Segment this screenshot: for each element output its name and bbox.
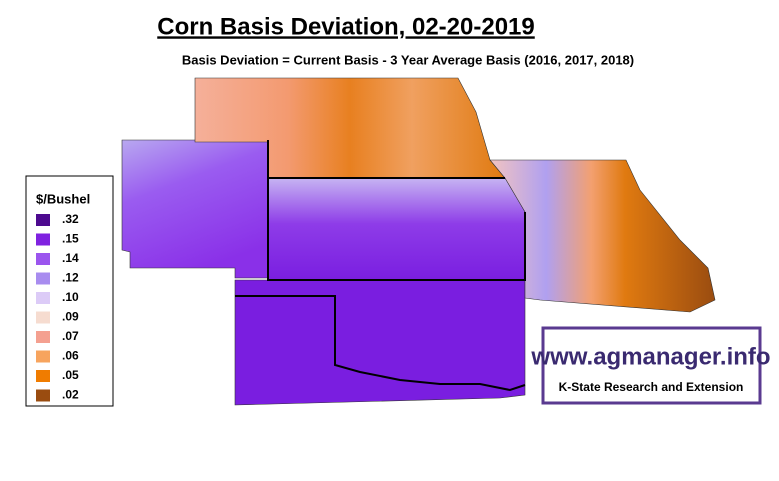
legend-swatch [36, 272, 50, 285]
legend-label: .02 [62, 388, 79, 402]
legend-swatch [36, 311, 50, 324]
region-missouri [489, 159, 716, 313]
logo-box [541, 326, 762, 405]
legend-swatch [36, 370, 50, 382]
logo-org: K-State Research and Extension [559, 380, 744, 394]
legend-label: .06 [62, 349, 79, 363]
legend-swatch [36, 389, 50, 402]
legend-label: .05 [62, 368, 79, 382]
legend-swatch [36, 233, 50, 246]
legend-swatch [36, 292, 50, 304]
state-border [267, 140, 526, 281]
subtitle: Basis Deviation = Current Basis - 3 Year… [182, 52, 634, 67]
legend-swatch [36, 253, 50, 265]
legend-label: .15 [62, 232, 79, 246]
legend-label: .12 [62, 271, 79, 285]
legend-label: .32 [62, 212, 79, 226]
legend-items: .32 .15 .14 .12 .10 .09 .07 .06 .05 .02 [36, 212, 79, 402]
legend-label: .10 [62, 290, 79, 304]
region-kansas [267, 177, 526, 281]
map [121, 77, 716, 406]
state-border [235, 295, 526, 392]
legend-swatch [36, 350, 50, 363]
legend-title: $/Bushel [36, 191, 90, 206]
legend: $/Bushel .32 .15 .14 .12 .10 .09 .07 .06 .05 .02 [25, 175, 114, 407]
legend-label: .09 [62, 310, 79, 324]
legend-label: .14 [62, 251, 79, 265]
legend-label: .07 [62, 329, 79, 343]
region-colorado [121, 139, 269, 279]
legend-swatch [36, 331, 50, 343]
region-oklahoma-texas [234, 279, 526, 406]
logo-url: www.agmanager.info [530, 343, 770, 370]
logo: www.agmanager.info K-State Research and … [530, 326, 771, 405]
title: Corn Basis Deviation, 02-20-2019 [157, 13, 535, 40]
legend-swatch [36, 214, 50, 226]
